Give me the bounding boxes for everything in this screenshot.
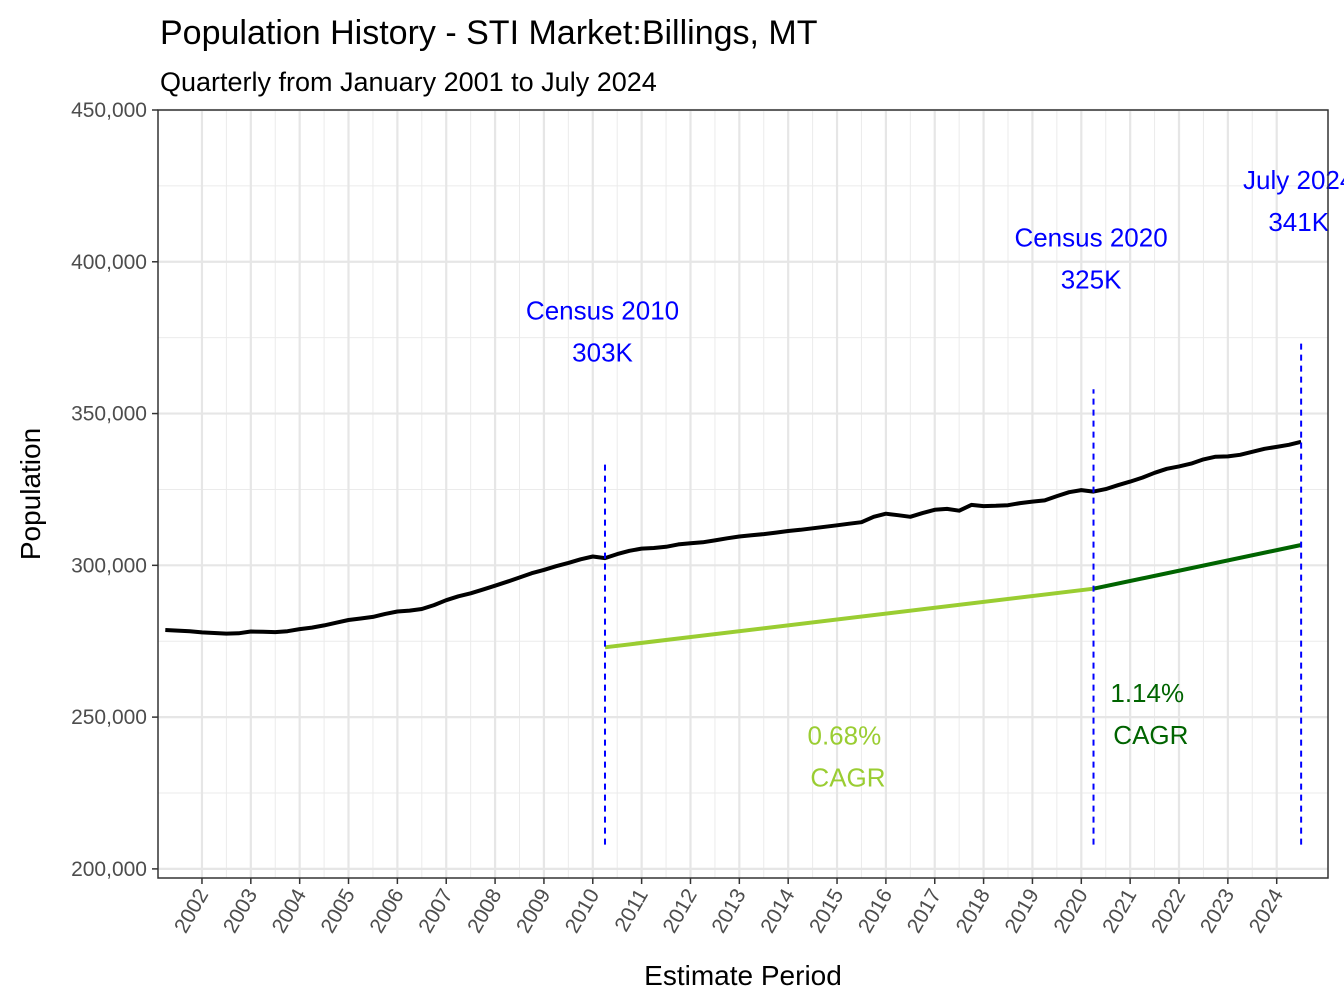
x-axis-title: Estimate Period <box>644 960 842 991</box>
y-tick-label: 400,000 <box>71 251 147 274</box>
annotation-cagr-2010-2020: 0.68% CAGR <box>803 720 885 792</box>
annotation-census-2010: Census 2010 303K <box>526 295 679 367</box>
annotation-cagr-2020-2024: 1.14% CAGR <box>1106 678 1188 750</box>
annotation-line: 1.14% <box>1110 678 1184 708</box>
y-tick-label: 450,000 <box>71 99 147 122</box>
series-line <box>604 586 1094 650</box>
annotation-line: Census 2010 <box>526 295 679 325</box>
annotation-line: 325K <box>1061 265 1122 295</box>
y-axis-title: Population <box>15 428 46 560</box>
annotation-line: 303K <box>572 337 633 367</box>
series-line <box>165 439 1302 636</box>
y-tick-label: 350,000 <box>71 403 147 426</box>
y-tick-label: 200,000 <box>71 858 147 881</box>
grid-lines <box>158 108 1328 878</box>
series-line <box>1093 543 1302 591</box>
annotation-line: 341K <box>1268 207 1329 237</box>
reference-lines <box>603 340 1303 845</box>
y-tick-label: 300,000 <box>71 554 147 577</box>
annotation-line: CAGR <box>803 762 885 792</box>
annotation-line: 0.68% <box>808 720 882 750</box>
chart-title: Population History - STI Market:Billings… <box>160 14 818 52</box>
annotation-line: July 2024 <box>1243 165 1344 195</box>
data-series <box>165 439 1302 650</box>
annotation-july-2024: July 2024 341K <box>1243 165 1344 237</box>
plot-border <box>157 109 1329 879</box>
chart-subtitle: Quarterly from January 2001 to July 2024 <box>160 67 657 97</box>
annotations: Census 2010 303K Census 2020 325K July 2024 3… <box>526 165 1344 793</box>
annotation-census-2020: Census 2020 325K <box>1014 223 1167 295</box>
annotation-line: CAGR <box>1106 720 1188 750</box>
annotation-line: Census 2020 <box>1014 223 1167 253</box>
y-tick-label: 250,000 <box>71 706 147 729</box>
